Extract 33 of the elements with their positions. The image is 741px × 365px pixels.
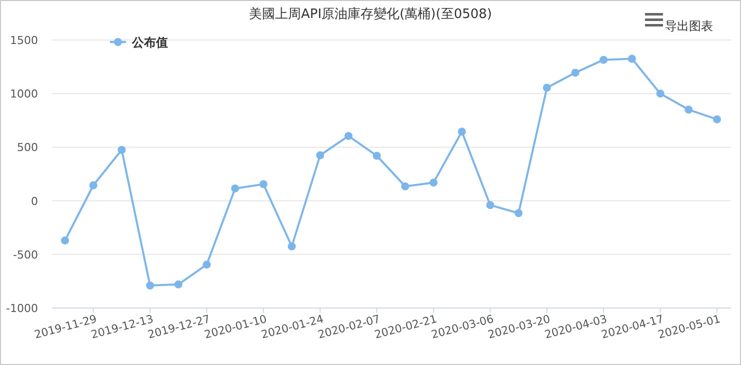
point: [202, 260, 211, 269]
legend-label: 公布值: [131, 36, 168, 50]
point: [713, 115, 721, 124]
point: [628, 54, 636, 63]
point: [288, 242, 296, 250]
y-tick-label: 1500: [10, 34, 38, 47]
point: [61, 236, 69, 244]
point: [542, 84, 551, 92]
point: [401, 182, 410, 190]
point: [259, 180, 268, 188]
y-tick-label: 0: [31, 194, 38, 208]
point: [486, 201, 494, 210]
point: [89, 181, 98, 190]
y-tick-label: -1000: [6, 302, 38, 315]
point: [571, 68, 580, 77]
point: [656, 90, 664, 98]
point: [514, 209, 523, 218]
point: [174, 280, 182, 288]
point: [430, 178, 438, 187]
point: [458, 128, 466, 136]
y-tick-label: -500: [13, 248, 38, 262]
point: [684, 106, 693, 114]
point: [146, 281, 154, 290]
point: [600, 56, 608, 64]
y-tick-label: 500: [17, 141, 38, 154]
y-tick-label: 1000: [10, 88, 38, 101]
point: [344, 132, 352, 140]
point: [118, 146, 126, 154]
text: 导出图表: [665, 19, 713, 33]
point: [372, 152, 381, 160]
chart-title: 美國上周API原油庫存變化(萬桶)(至0508): [249, 6, 492, 22]
point: [316, 151, 324, 160]
point: [231, 184, 240, 192]
